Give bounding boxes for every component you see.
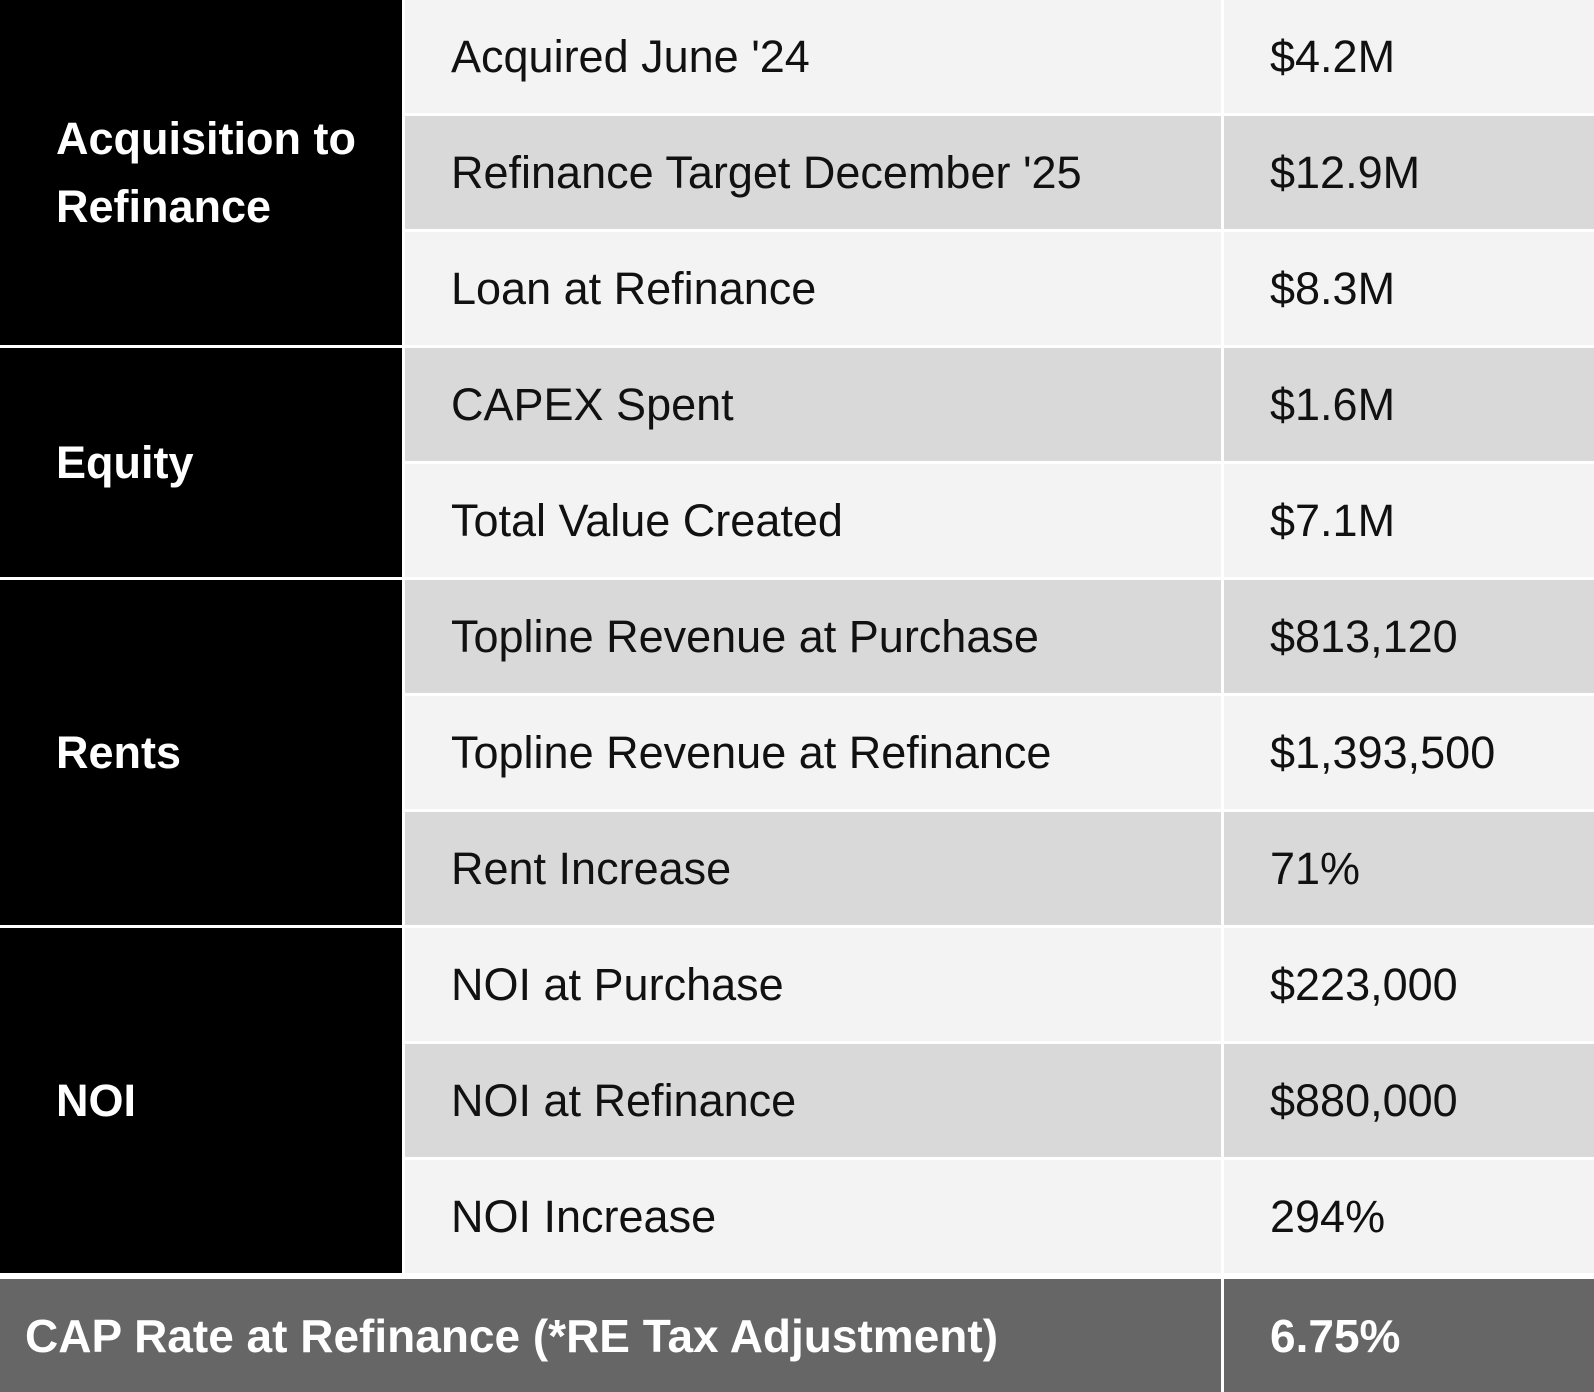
row-value: $223,000 [1224, 928, 1594, 1041]
row-value: $1.6M [1224, 348, 1594, 461]
row-value: $813,120 [1224, 580, 1594, 693]
row-value: $7.1M [1224, 464, 1594, 577]
footer-value: 6.75% [1224, 1279, 1594, 1392]
group-label: NOI [0, 928, 402, 1273]
group-label: Equity [0, 348, 402, 577]
row-value: $4.2M [1224, 0, 1594, 113]
row-value: 294% [1224, 1160, 1594, 1273]
row-value: $1,393,500 [1224, 696, 1594, 809]
row-value: $880,000 [1224, 1044, 1594, 1157]
row-label: NOI at Refinance [405, 1044, 1221, 1157]
row-label: Topline Revenue at Purchase [405, 580, 1221, 693]
group-label: Rents [0, 580, 402, 925]
row-label: NOI Increase [405, 1160, 1221, 1273]
row-value: $8.3M [1224, 232, 1594, 345]
row-label: NOI at Purchase [405, 928, 1221, 1041]
row-label: Topline Revenue at Refinance [405, 696, 1221, 809]
row-label: Total Value Created [405, 464, 1221, 577]
row-label: Rent Increase [405, 812, 1221, 925]
row-label: Acquired June '24 [405, 0, 1221, 113]
group-label: Acquisition to Refinance [0, 0, 402, 345]
row-label: Loan at Refinance [405, 232, 1221, 345]
row-value: $12.9M [1224, 116, 1594, 229]
footer-label: CAP Rate at Refinance (*RE Tax Adjustmen… [0, 1279, 1221, 1392]
row-value: 71% [1224, 812, 1594, 925]
row-label: CAPEX Spent [405, 348, 1221, 461]
row-label: Refinance Target December '25 [405, 116, 1221, 229]
